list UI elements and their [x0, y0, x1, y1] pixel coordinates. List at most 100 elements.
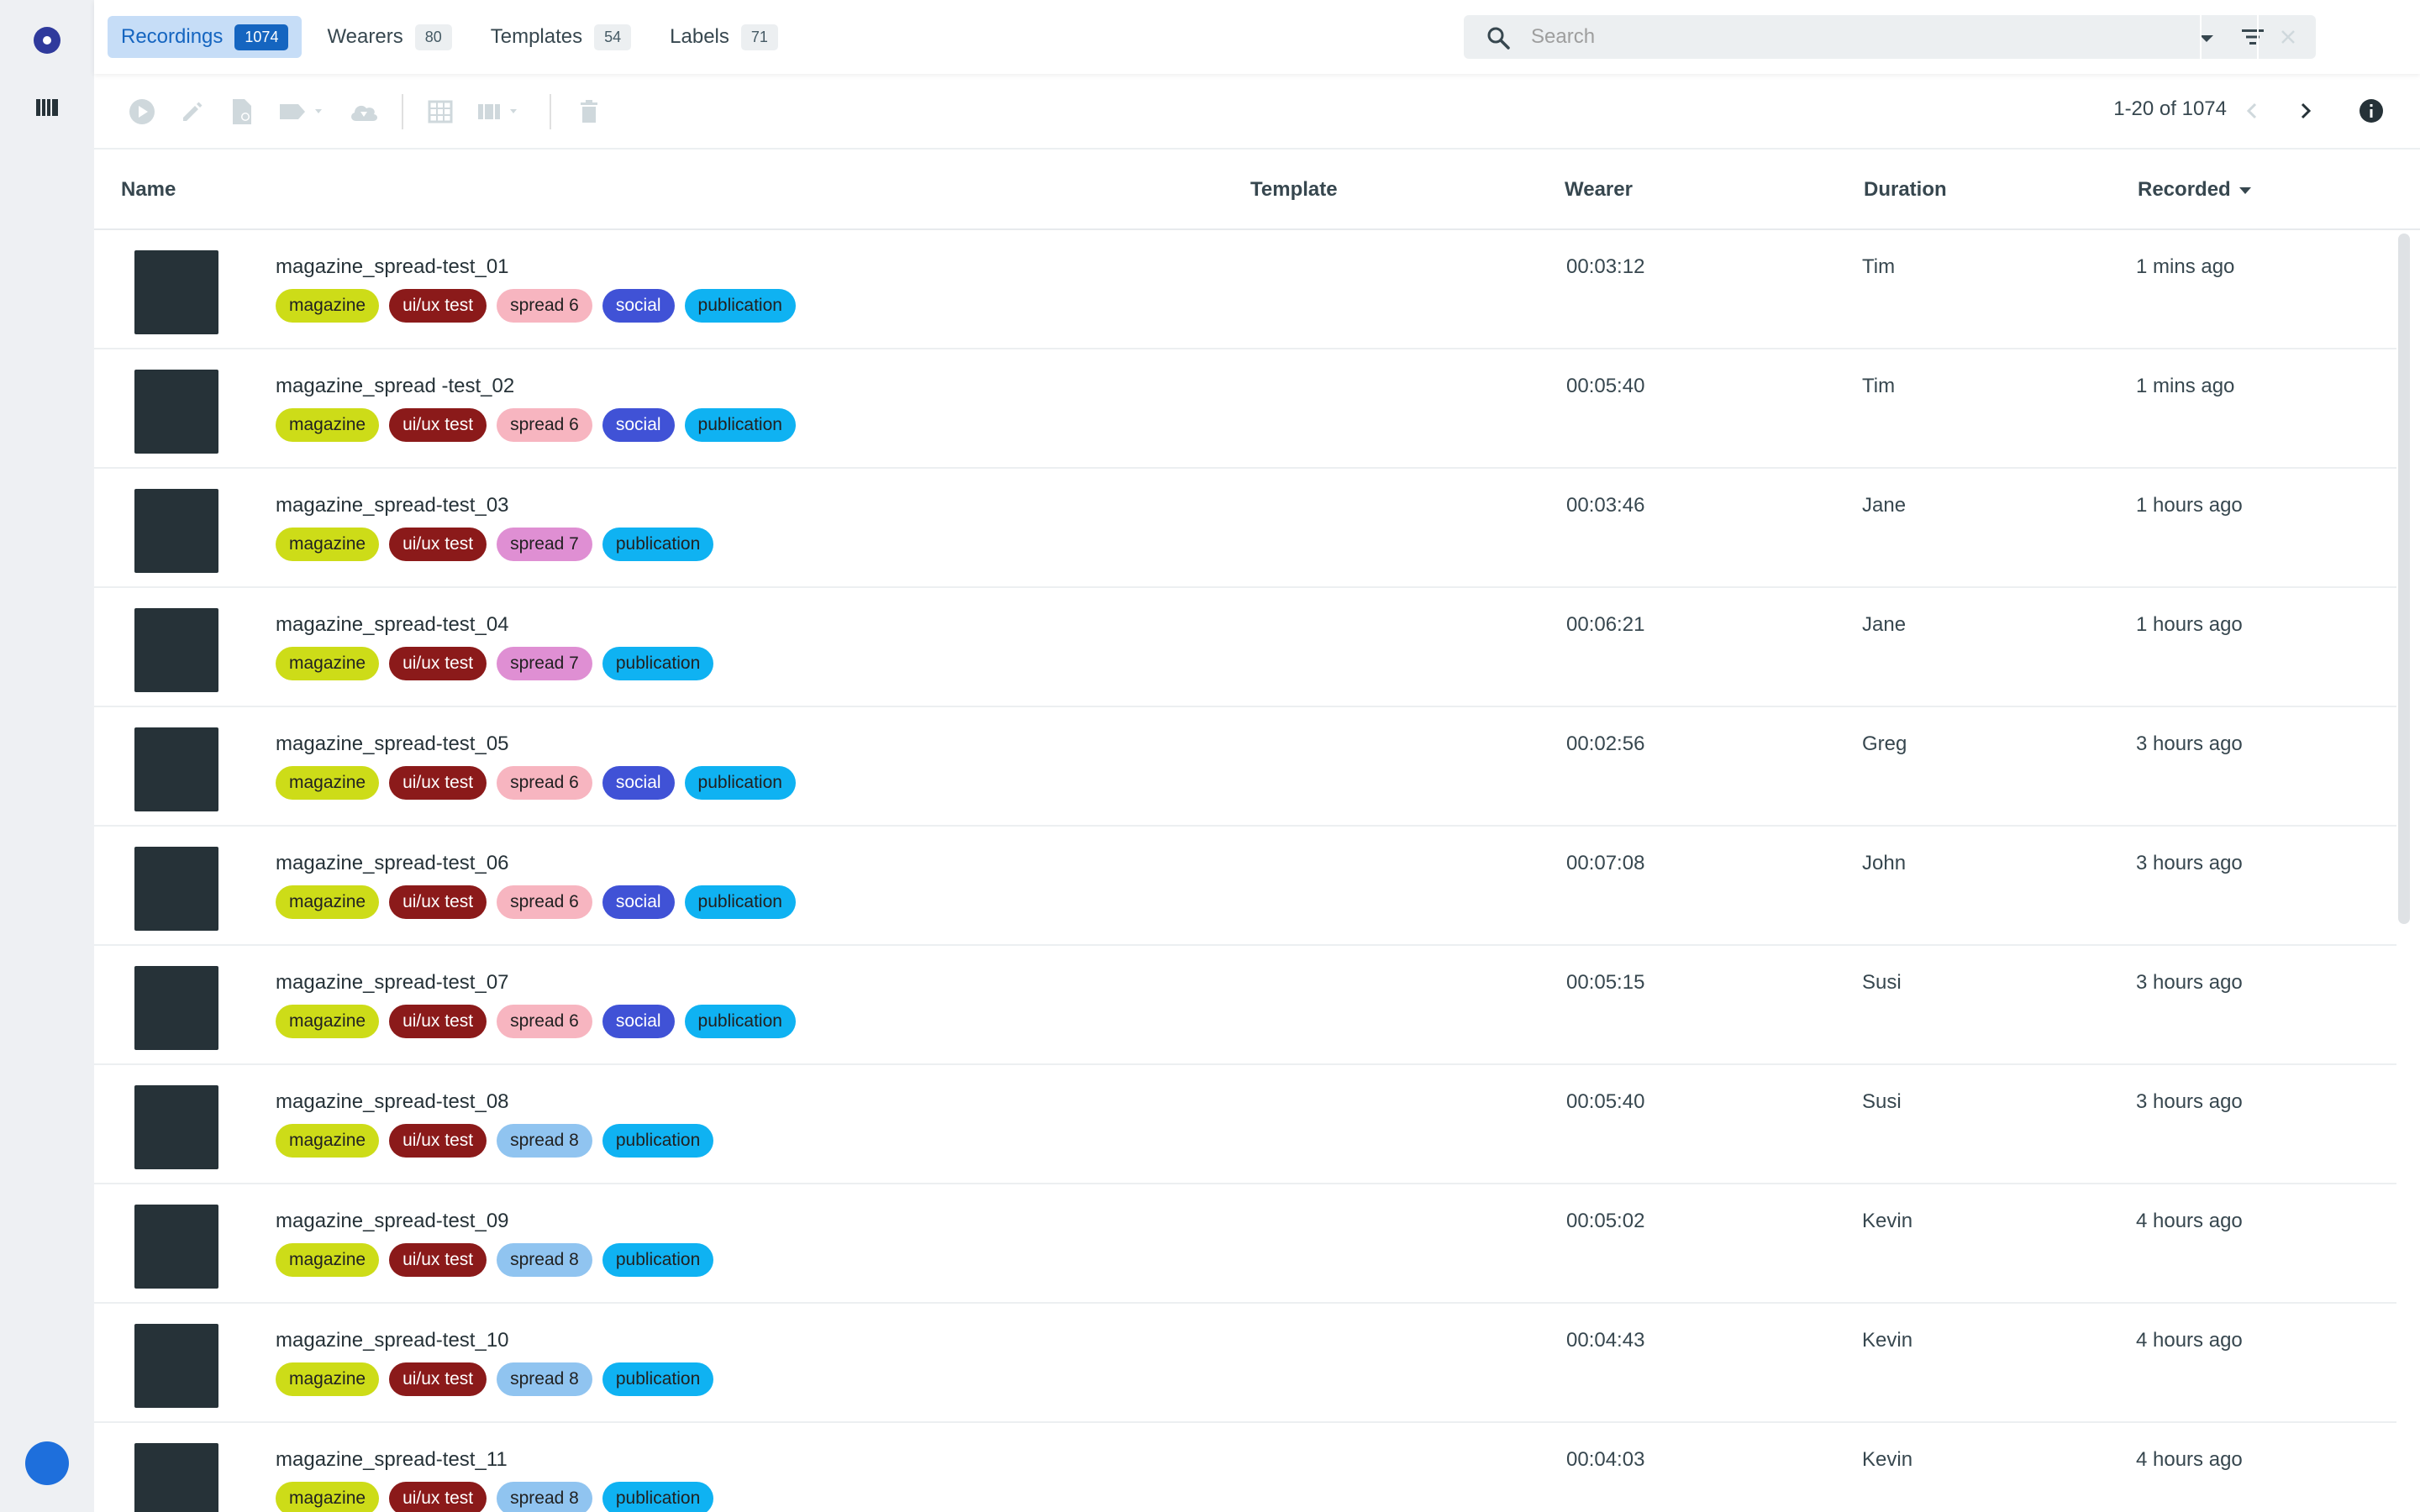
edit-button[interactable]: [175, 94, 210, 129]
label-chip[interactable]: ui/ux test: [389, 1362, 487, 1396]
recording-thumbnail[interactable]: [134, 847, 218, 931]
label-chip[interactable]: publication: [684, 1005, 796, 1038]
search-input[interactable]: [1531, 22, 2203, 52]
recording-name[interactable]: magazine_spread-test_08: [276, 1090, 509, 1113]
label-chip[interactable]: publication: [602, 1362, 714, 1396]
table-row[interactable]: magazine_spread-test_09 magazine ui/ux tes…: [94, 1184, 2396, 1304]
table-row[interactable]: magazine_spread-test_06 magazine ui/ux tes…: [94, 827, 2396, 946]
recording-name[interactable]: magazine_spread-test_01: [276, 255, 509, 278]
label-menu-button[interactable]: [276, 94, 331, 129]
label-chip[interactable]: publication: [602, 528, 714, 561]
label-chip[interactable]: social: [602, 1005, 675, 1038]
label-chip[interactable]: spread 7: [497, 647, 592, 680]
table-row[interactable]: magazine_spread-test_03 magazine ui/ux tes…: [94, 469, 2396, 588]
label-chip[interactable]: publication: [602, 1482, 714, 1512]
table-add-button[interactable]: [424, 94, 459, 129]
label-chip[interactable]: magazine: [276, 1005, 380, 1038]
label-chip[interactable]: magazine: [276, 885, 380, 919]
label-chip[interactable]: ui/ux test: [389, 408, 487, 442]
label-chip[interactable]: publication: [684, 408, 796, 442]
label-chip[interactable]: spread 6: [497, 766, 592, 800]
table-row[interactable]: magazine_spread-test_08 magazine ui/ux tes…: [94, 1065, 2396, 1184]
label-chip[interactable]: spread 6: [497, 885, 592, 919]
scrollbar[interactable]: [2398, 234, 2410, 924]
label-chip[interactable]: magazine: [276, 1243, 380, 1277]
table-row[interactable]: magazine_spread-test_05 magazine ui/ux tes…: [94, 707, 2396, 827]
label-chip[interactable]: publication: [602, 647, 714, 680]
tab-recordings[interactable]: Recordings 1074: [108, 16, 302, 58]
recording-thumbnail[interactable]: [134, 727, 218, 811]
recording-thumbnail[interactable]: [134, 1085, 218, 1169]
label-chip[interactable]: social: [602, 289, 675, 323]
recording-thumbnail[interactable]: [134, 370, 218, 454]
label-chip[interactable]: publication: [684, 289, 796, 323]
label-chip[interactable]: magazine: [276, 408, 380, 442]
recording-name[interactable]: magazine_spread-test_03: [276, 494, 509, 517]
recording-name[interactable]: magazine_spread-test_10: [276, 1329, 509, 1352]
label-chip[interactable]: magazine: [276, 1124, 380, 1158]
label-chip[interactable]: magazine: [276, 766, 380, 800]
recording-thumbnail[interactable]: [134, 489, 218, 573]
label-chip[interactable]: social: [602, 408, 675, 442]
label-chip[interactable]: publication: [602, 1124, 714, 1158]
file-search-button[interactable]: [225, 94, 260, 129]
recording-thumbnail[interactable]: [134, 250, 218, 334]
table-row[interactable]: magazine_spread-test_07 magazine ui/ux tes…: [94, 946, 2396, 1065]
label-chip[interactable]: magazine: [276, 289, 380, 323]
label-chip[interactable]: spread 8: [497, 1362, 592, 1396]
column-header-wearer[interactable]: Wearer: [1565, 178, 1633, 201]
label-chip[interactable]: spread 8: [497, 1124, 592, 1158]
table-row[interactable]: magazine_spread-test_11 magazine ui/ux tes…: [94, 1423, 2396, 1512]
recordings-nav-icon[interactable]: [34, 94, 60, 121]
label-chip[interactable]: social: [602, 885, 675, 919]
recording-name[interactable]: magazine_spread -test_02: [276, 375, 515, 397]
label-chip[interactable]: ui/ux test: [389, 766, 487, 800]
recording-thumbnail[interactable]: [134, 1205, 218, 1289]
table-row[interactable]: magazine_spread-test_10 magazine ui/ux tes…: [94, 1304, 2396, 1423]
label-chip[interactable]: spread 6: [497, 408, 592, 442]
label-chip[interactable]: ui/ux test: [389, 1005, 487, 1038]
label-chip[interactable]: spread 8: [497, 1482, 592, 1512]
sort-descending-icon[interactable]: [2238, 187, 2251, 194]
label-chip[interactable]: spread 6: [497, 289, 592, 323]
column-header-duration[interactable]: Duration: [1864, 178, 1947, 201]
recording-thumbnail[interactable]: [134, 1443, 218, 1512]
label-chip[interactable]: spread 8: [497, 1243, 592, 1277]
recording-thumbnail[interactable]: [134, 1324, 218, 1408]
label-chip[interactable]: spread 7: [497, 528, 592, 561]
column-header-recorded[interactable]: Recorded: [2138, 178, 2251, 202]
label-chip[interactable]: magazine: [276, 1362, 380, 1396]
search-dropdown-icon[interactable]: [2196, 32, 2217, 45]
label-chip[interactable]: ui/ux test: [389, 528, 487, 561]
app-logo-icon[interactable]: [34, 27, 60, 54]
next-page-button[interactable]: [2289, 94, 2323, 128]
recording-name[interactable]: magazine_spread-test_05: [276, 732, 509, 755]
user-avatar[interactable]: [25, 1441, 69, 1485]
delete-button[interactable]: [571, 94, 607, 129]
label-chip[interactable]: ui/ux test: [389, 1482, 487, 1512]
label-chip[interactable]: magazine: [276, 1482, 380, 1512]
recording-name[interactable]: magazine_spread-test_04: [276, 613, 509, 636]
label-chip[interactable]: publication: [684, 885, 796, 919]
label-chip[interactable]: publication: [602, 1243, 714, 1277]
previous-page-button[interactable]: [2235, 94, 2269, 128]
tab-labels[interactable]: Labels 71: [656, 16, 792, 58]
info-button[interactable]: [2354, 94, 2388, 128]
filter-button[interactable]: [2223, 15, 2282, 59]
recording-thumbnail[interactable]: [134, 608, 218, 692]
label-chip[interactable]: magazine: [276, 647, 380, 680]
recording-thumbnail[interactable]: [134, 966, 218, 1050]
recording-name[interactable]: magazine_spread-test_06: [276, 852, 509, 874]
label-chip[interactable]: ui/ux test: [389, 289, 487, 323]
tab-templates[interactable]: Templates 54: [477, 16, 644, 58]
column-header-template[interactable]: Template: [1250, 178, 1338, 201]
label-chip[interactable]: ui/ux test: [389, 1243, 487, 1277]
table-row[interactable]: magazine_spread-test_01 magazine ui/ux tes…: [94, 230, 2396, 349]
label-chip[interactable]: magazine: [276, 528, 380, 561]
tab-wearers[interactable]: Wearers 80: [313, 16, 465, 58]
columns-menu-button[interactable]: [474, 94, 529, 129]
label-chip[interactable]: ui/ux test: [389, 885, 487, 919]
download-button[interactable]: [346, 94, 381, 129]
clear-search-button[interactable]: [2260, 15, 2316, 59]
column-header-name[interactable]: Name: [121, 178, 176, 201]
